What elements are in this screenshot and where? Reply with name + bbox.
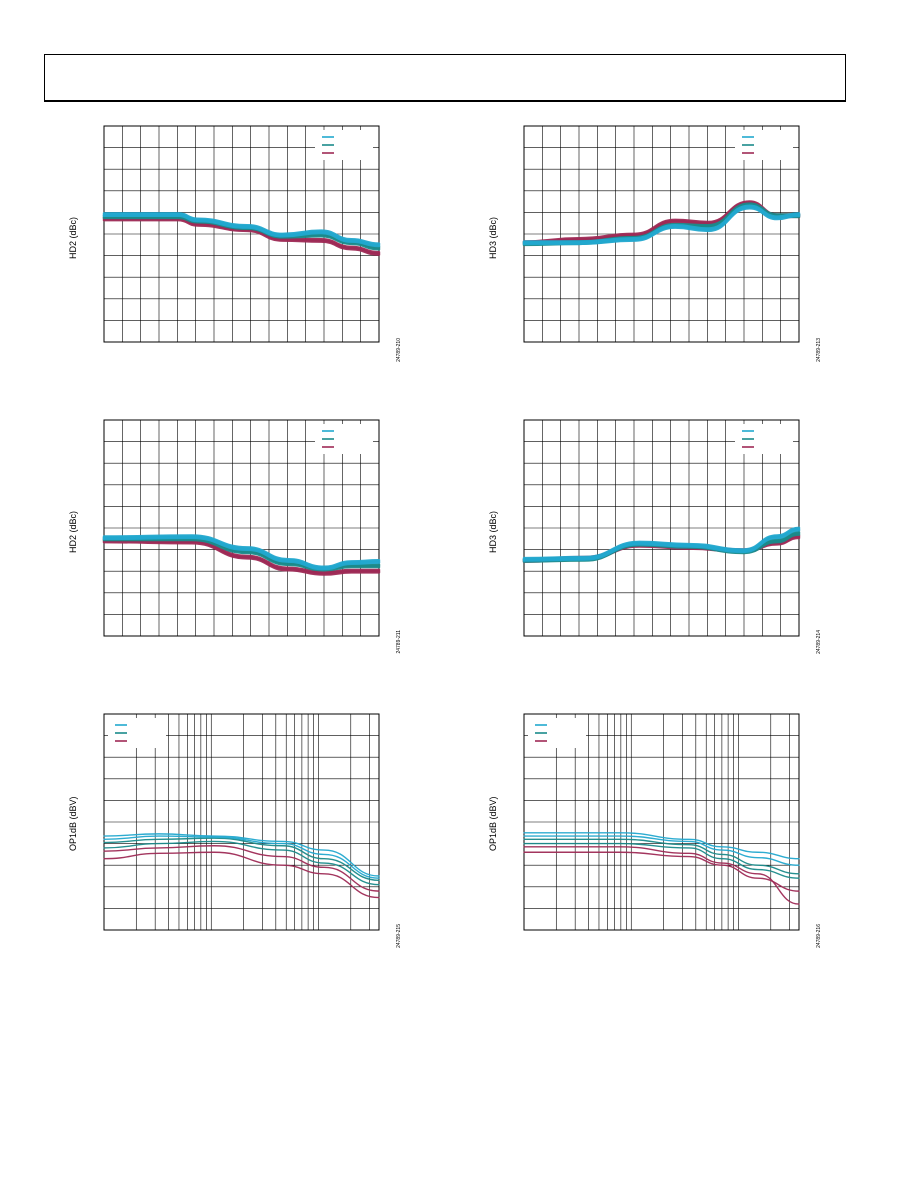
chart-plot [523,713,800,931]
series-line-teal [523,838,800,875]
series-line-light [103,835,380,879]
series-line-crimson [102,218,381,256]
chart-op1db-bottom-left: OP1dB (dBV) 24789-215 [68,706,402,966]
chart-hd2-top-left: HD2 (dBc) 24789-210 [68,118,402,378]
series-line-light [523,835,800,866]
series-line-light [522,529,801,562]
series-line-crimson [103,851,380,899]
figure-code: 24789-210 [396,338,402,362]
series-line-crimson [523,846,800,905]
chart-plot [102,419,381,637]
figure-code: 24789-215 [396,924,402,948]
page-header-box [44,54,846,102]
series-line-light [522,206,801,246]
series-line-teal [523,842,800,879]
chart-hd3-top-right: HD3 (dBc) 24789-213 [488,118,822,378]
figure-code: 24789-211 [396,630,402,654]
chart-hd2-middle-left: HD2 (dBc) 24789-211 [68,412,402,672]
series-line-teal [103,837,380,882]
chart-plot [522,125,801,343]
chart-plot [522,419,801,637]
series-line-light [103,833,380,877]
series-line-light [102,214,381,248]
chart-op1db-bottom-right: OP1dB (dBV) 24789-216 [488,706,822,966]
series-line-crimson [102,540,381,576]
chart-plot [102,125,381,343]
series-line-teal [102,538,381,572]
chart-hd3-middle-right: HD3 (dBc) 24789-214 [488,412,822,672]
series-line-crimson [523,851,800,892]
series-line-teal [103,840,380,886]
figure-code: 24789-216 [816,924,822,948]
chart-plot [103,713,380,931]
figure-code: 24789-213 [816,338,822,362]
series-line-light [102,536,381,571]
series-line-crimson [103,845,380,892]
figure-code: 24789-214 [816,630,822,654]
series-line-light [523,832,800,860]
